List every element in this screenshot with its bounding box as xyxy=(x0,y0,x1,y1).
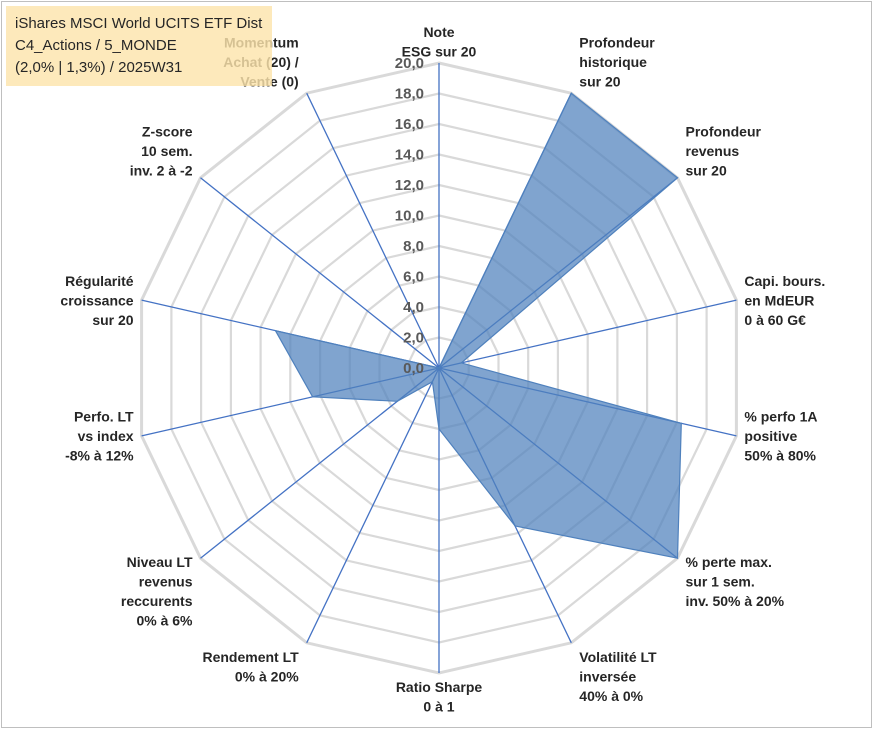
radar-series xyxy=(274,92,682,559)
axis-label-line: Perfo. LT xyxy=(74,409,134,425)
axis-label-line: revenus xyxy=(139,574,193,590)
axis-label-9: Rendement LT 0% à 20% xyxy=(202,649,299,685)
radial-tick-label: 6,0 xyxy=(403,269,424,286)
axis-label-line: reccurents xyxy=(121,593,193,609)
axis-label-line: historique xyxy=(579,54,647,70)
radial-tick-label: 14,0 xyxy=(395,147,424,164)
radial-tick-label: 8,0 xyxy=(403,238,424,255)
radial-tick-label: 4,0 xyxy=(403,299,424,316)
radial-tick-label: 10,0 xyxy=(395,208,424,225)
axis-label-line: 0% à 6% xyxy=(136,613,193,629)
radial-tick-label: 20,0 xyxy=(395,55,424,72)
axis-label-line: vs index xyxy=(78,428,134,444)
axis-label-line: sur 20 xyxy=(92,312,133,328)
series-point xyxy=(570,92,572,94)
axis-label-line: 40% à 0% xyxy=(579,688,643,704)
axis-label-7: Volatilité LT inversée 40% à 0% xyxy=(579,649,657,704)
axis-label-line: % perte max. xyxy=(686,554,772,570)
chart-title-line-1: iShares MSCI World UCITS ETF Dist xyxy=(15,15,263,32)
series-point xyxy=(680,422,682,424)
axis-label-line: 0% à 20% xyxy=(235,668,299,684)
axis-label-line: revenus xyxy=(686,143,740,159)
axis-label-10: Niveau LT revenus reccurents 0% à 6% xyxy=(121,554,193,629)
axis-label-13: Z-score 10 sem. inv. 2 à -2 xyxy=(130,123,193,178)
chart-title-box: iShares MSCI World UCITS ETF Dist C4_Act… xyxy=(6,6,273,86)
axis-label-5: % perfo 1A positive 50% à 80% xyxy=(744,409,817,464)
chart-title-line-3: (2,0% | 1,3%) / 2025W31 xyxy=(15,59,183,76)
series-point xyxy=(438,367,440,369)
series-point xyxy=(274,330,277,332)
axis-label-line: 10 sem. xyxy=(141,143,192,159)
axis-label-line: en MdEUR xyxy=(744,292,814,308)
radial-tick-label: 2,0 xyxy=(403,330,424,347)
series-point xyxy=(676,557,679,559)
axis-label-line: positive xyxy=(744,428,797,444)
chart-title-line-2: C4_Actions / 5_MONDE xyxy=(15,37,177,54)
series-point xyxy=(438,428,440,430)
axis-label-line: Niveau LT xyxy=(127,554,193,570)
axis-label-line: Ratio Sharpe xyxy=(396,679,483,695)
axis-label-line: Z-score xyxy=(142,123,193,139)
axis-label-line: sur 20 xyxy=(579,74,620,90)
axis-label-6: % perte max. sur 1 sem. inv. 50% à 20% xyxy=(686,554,785,609)
series-point xyxy=(676,177,679,179)
axis-label-line: % perfo 1A xyxy=(744,409,817,425)
series-point xyxy=(431,381,433,383)
axis-label-line: sur 1 sem. xyxy=(686,574,755,590)
axis-label-line: Profondeur xyxy=(686,123,762,139)
axis-label-line: Note xyxy=(423,24,454,40)
series-point xyxy=(460,362,462,364)
axis-label-2: Profondeur historique sur 20 xyxy=(579,35,655,90)
axis-label-line: inversée xyxy=(579,668,636,684)
axis-label-line: Capi. bours. xyxy=(744,273,825,289)
axis-label-line: sur 20 xyxy=(686,162,727,178)
axis-label-line: Volatilité LT xyxy=(579,649,657,665)
radial-tick-label: 16,0 xyxy=(395,116,424,133)
axis-label-line: -8% à 12% xyxy=(65,448,134,464)
radial-tick-label: 0,0 xyxy=(403,360,424,377)
axis-label-line: inv. 2 à -2 xyxy=(130,162,193,178)
axis-label-line: Rendement LT xyxy=(202,649,299,665)
axis-spoke xyxy=(438,299,737,369)
axis-label-line: Profondeur xyxy=(579,35,655,51)
axis-spoke xyxy=(306,367,440,644)
radial-tick-label: 12,0 xyxy=(395,177,424,194)
axis-label-line: 0 à 60 G€ xyxy=(744,312,806,328)
radial-tick-labels: 0,0 2,0 4,0 6,0 8,0 10,0 12,0 14,0 16,0 18,0 20,0 xyxy=(395,55,424,377)
axis-spoke xyxy=(200,177,440,369)
axis-label-11: Perfo. LT vs index -8% à 12% xyxy=(65,409,134,464)
axis-label-3: Profondeur revenus sur 20 xyxy=(686,123,762,178)
axis-spoke xyxy=(306,92,440,369)
series-point xyxy=(312,396,314,398)
series-point xyxy=(514,525,516,527)
series-point xyxy=(396,400,398,402)
axis-label-line: croissance xyxy=(60,292,133,308)
axis-label-8: Ratio Sharpe 0 à 1 xyxy=(396,679,483,715)
radial-tick-label: 18,0 xyxy=(395,86,424,103)
axis-label-line: inv. 50% à 20% xyxy=(686,593,785,609)
axis-label-1: Note ESG sur 20 xyxy=(402,24,477,60)
axis-label-line: 0 à 1 xyxy=(423,699,454,715)
axis-label-line: ESG sur 20 xyxy=(402,44,477,60)
axis-label-4: Capi. bours. en MdEUR 0 à 60 G€ xyxy=(744,273,825,328)
axis-label-line: Régularité xyxy=(65,273,134,289)
axis-label-12: Régularité croissance sur 20 xyxy=(60,273,133,328)
axis-label-line: 50% à 80% xyxy=(744,448,816,464)
